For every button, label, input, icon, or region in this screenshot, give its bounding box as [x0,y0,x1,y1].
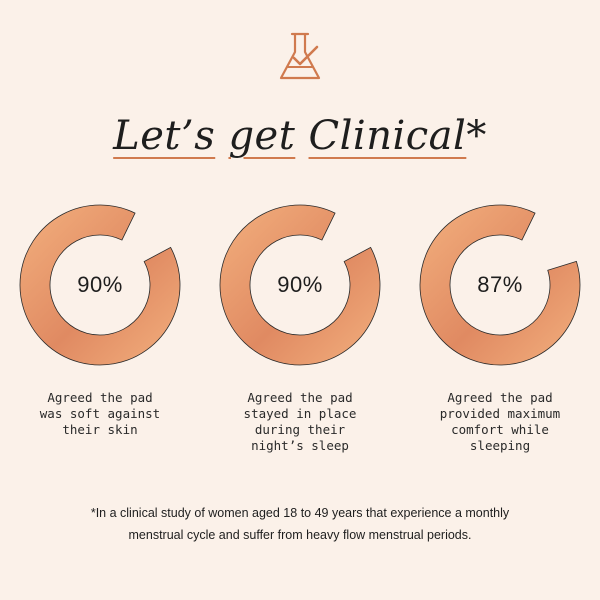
caption-line: night’s sleep [251,438,349,453]
caption-line: Agreed the pad [247,390,353,405]
ring-chart-comfort [419,204,581,366]
stat-value-soft: 90% [77,272,123,297]
stat-value-in-place: 90% [277,272,323,297]
caption-soft: Agreed the pad was soft against their sk… [10,390,190,438]
ring-chart-in-place [219,204,381,366]
caption-in-place: Agreed the pad stayed in place during th… [210,390,390,454]
ring-arc-2 [219,204,381,366]
page-title: Let’s get Clinical* [0,110,600,170]
ring-arc-3 [419,204,581,366]
footnote: *In a clinical study of women aged 18 to… [40,502,560,546]
footnote-line: menstrual cycle and suffer from heavy fl… [128,528,472,542]
title-word-get: get [228,113,296,159]
caption-line: during their [254,422,346,437]
beaker-check-icon [277,28,323,84]
caption-line: comfort while [451,422,549,437]
footnote-line: *In a clinical study of women aged 18 to… [90,506,510,520]
caption-line: sleeping [469,438,531,453]
title-word-clinical: Clinical [308,113,467,159]
title-asterisk: * [466,113,487,159]
ring-chart-soft [19,204,181,366]
caption-line: Agreed the pad [447,390,553,405]
caption-comfort: Agreed the pad provided maximum comfort … [410,390,590,454]
stat-comfort: 87% [415,200,585,370]
stat-in-place: 90% [215,200,385,370]
caption-line: their skin [62,422,138,437]
caption-line: was soft against [39,406,161,421]
ring-arc-1 [19,204,181,366]
caption-line: stayed in place [243,406,357,421]
stat-soft: 90% [15,200,185,370]
caption-line: Agreed the pad [47,390,153,405]
caption-line: provided maximum [439,406,561,421]
stats-row: 90% 90% 87% [0,200,600,370]
title-word-lets: Let’s [113,113,216,159]
stat-value-comfort: 87% [477,272,523,297]
